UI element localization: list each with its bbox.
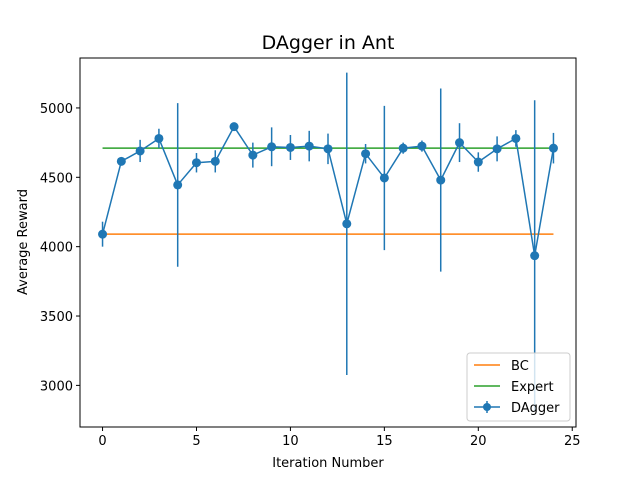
y-tick-label: 4500: [40, 171, 73, 186]
dagger-point: [116, 156, 126, 166]
y-tick-label: 4000: [40, 241, 73, 256]
dagger-point: [548, 143, 558, 153]
dagger-point: [492, 144, 502, 154]
dagger-point: [173, 180, 183, 190]
x-tick-label: 20: [470, 434, 487, 449]
dagger-point: [210, 156, 220, 166]
x-tick-label: 5: [192, 434, 200, 449]
dagger-point: [342, 219, 352, 229]
legend: BC Expert DAgger: [466, 352, 571, 422]
y-tick-label: 3000: [40, 379, 73, 394]
dagger-point: [98, 229, 108, 239]
dagger-point: [323, 144, 333, 154]
x-tick-label: 10: [282, 434, 299, 449]
y-tick-label: 3500: [40, 310, 73, 325]
dagger-point: [379, 173, 389, 183]
dagger-point: [248, 150, 258, 160]
dagger-point: [511, 133, 521, 143]
dagger-point: [455, 138, 465, 148]
dagger-point: [154, 133, 164, 143]
dagger-point: [304, 141, 314, 151]
dagger-point: [267, 142, 277, 152]
axes: [79, 57, 577, 428]
dagger-point: [285, 142, 295, 152]
dagger-point: [191, 158, 201, 168]
legend-dagger-marker: [483, 403, 491, 411]
legend-dagger-label: DAgger: [511, 401, 560, 416]
dagger-point: [436, 175, 446, 185]
legend-expert-label: Expert: [511, 380, 554, 395]
y-axis-label: Average Reward: [16, 189, 31, 295]
legend-bc-label: BC: [511, 359, 529, 374]
dagger-point: [398, 143, 408, 153]
y-tick-label: 5000: [40, 102, 73, 117]
dagger-point: [361, 149, 371, 159]
dagger-point: [417, 141, 427, 151]
legend-box: [466, 352, 571, 422]
x-tick-label: 0: [98, 434, 106, 449]
dagger-point: [473, 157, 483, 167]
x-axis: 0 5 10 15 20 25: [98, 427, 581, 449]
y-axis: 3000 3500 4000 4500 5000: [40, 102, 80, 394]
x-tick-label: 15: [376, 434, 393, 449]
dagger-point: [530, 251, 540, 261]
chart-title: DAgger in Ant: [262, 32, 395, 54]
x-tick-label: 25: [564, 434, 581, 449]
x-axis-label: Iteration Number: [272, 456, 384, 471]
dagger-point: [135, 146, 145, 156]
axes-frame: [79, 57, 577, 428]
dagger-point: [229, 122, 239, 132]
